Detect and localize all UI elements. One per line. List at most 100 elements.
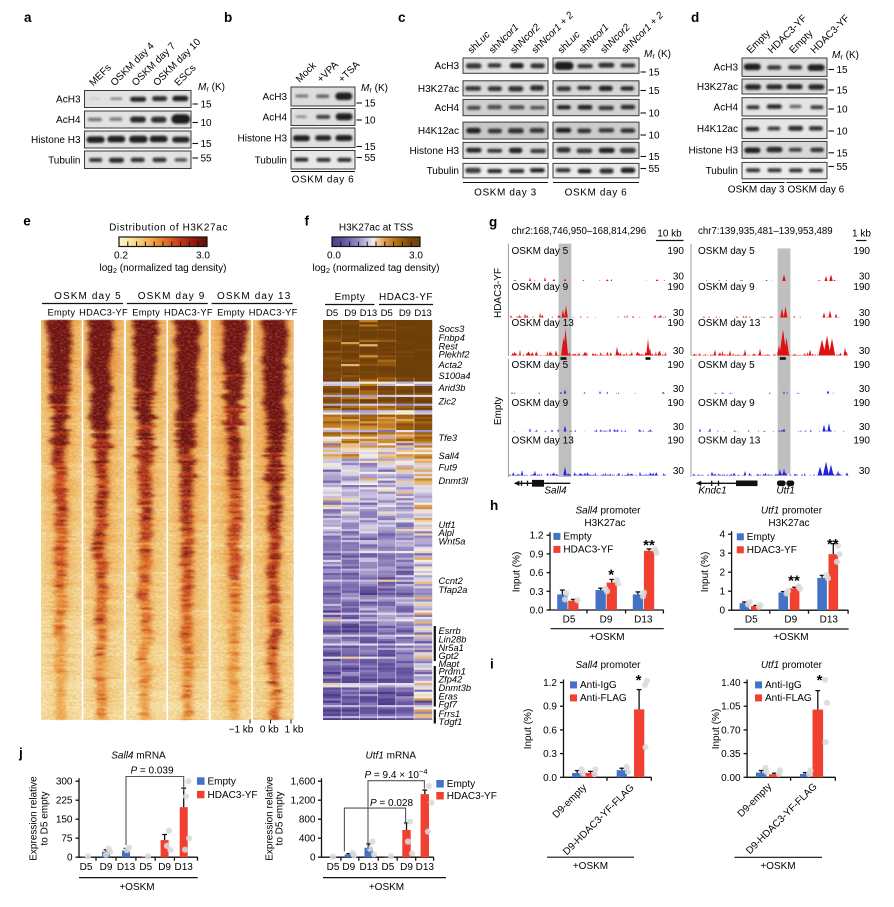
svg-text:0.3: 0.3 [530,587,544,598]
svg-text:OSKM day 3: OSKM day 3 [728,185,785,196]
svg-text:Anti-FLAG: Anti-FLAG [580,693,627,704]
svg-text:OSKM day 9: OSKM day 9 [512,282,569,293]
svg-text:OSKM day 3: OSKM day 3 [474,188,537,199]
svg-text:D9: D9 [784,615,797,626]
svg-text:30: 30 [673,466,685,477]
svg-text:Utf1 promoter: Utf1 promoter [761,660,823,671]
svg-text:0.3: 0.3 [543,749,557,760]
svg-text:Utf1 mRNA: Utf1 mRNA [366,751,417,762]
svg-text:0.6: 0.6 [543,725,557,736]
svg-text:1: 1 [720,587,726,598]
svg-text:55: 55 [365,153,377,164]
svg-text:190: 190 [667,246,684,257]
svg-text:Tdgf1: Tdgf1 [439,717,463,727]
svg-text:Distribution of H3K27ac: Distribution of H3K27ac [109,223,228,234]
svg-text:Mapt: Mapt [439,659,460,669]
svg-text:Input (%): Input (%) [711,709,722,750]
svg-text:0: 0 [310,853,316,864]
svg-text:Sall4 promoter: Sall4 promoter [575,660,641,671]
svg-text:Mr (K): Mr (K) [198,82,225,94]
svg-text:0.0: 0.0 [543,773,557,784]
svg-text:Zic2: Zic2 [438,397,457,407]
svg-text:15: 15 [649,86,661,97]
svg-text:10: 10 [365,116,377,127]
svg-text:Sall4: Sall4 [439,451,460,461]
svg-text:30: 30 [673,346,685,357]
svg-text:1.2: 1.2 [543,678,557,689]
svg-text:Empty: Empty [217,308,245,318]
svg-text:190: 190 [853,360,870,371]
svg-text:Input (%): Input (%) [523,709,534,750]
svg-text:e: e [23,213,31,228]
svg-text:Dnmt3b: Dnmt3b [439,683,472,693]
svg-text:Expression relative: Expression relative [264,776,275,861]
svg-text:j: j [18,746,23,761]
svg-text:30: 30 [673,272,685,283]
svg-text:55: 55 [837,162,849,173]
svg-text:30: 30 [673,422,685,433]
svg-text:10: 10 [837,127,849,138]
svg-text:Mr (K): Mr (K) [644,49,671,61]
svg-text:30: 30 [859,422,871,433]
svg-text:H3K27ac: H3K27ac [584,518,625,529]
svg-text:Histone H3: Histone H3 [238,133,288,144]
svg-text:to D5 empty: to D5 empty [275,792,286,846]
svg-text:D13: D13 [820,615,839,626]
svg-text:0.0: 0.0 [530,606,544,617]
svg-text:Arid3b: Arid3b [438,383,466,393]
svg-text:Utf1: Utf1 [439,520,456,530]
svg-text:Anti-IgG: Anti-IgG [765,680,802,691]
svg-text:190: 190 [667,318,684,329]
svg-text:Tubulin: Tubulin [48,155,80,166]
svg-text:0.70: 0.70 [721,725,741,736]
svg-text:H3K27ac: H3K27ac [418,84,459,95]
svg-text:Utf1 promoter: Utf1 promoter [761,506,823,517]
svg-text:0.9: 0.9 [543,702,557,713]
svg-text:0.6: 0.6 [530,568,544,579]
svg-text:HDAC3-YF: HDAC3-YF [379,292,433,303]
svg-text:Esrrb: Esrrb [439,626,461,636]
svg-text:0.0: 0.0 [327,251,341,262]
svg-text:**: ** [643,537,655,554]
svg-text:Tubulin: Tubulin [255,155,287,166]
svg-text:AcH4: AcH4 [56,115,81,126]
svg-text:AcH4: AcH4 [263,113,288,124]
svg-text:15: 15 [201,139,213,150]
svg-text:OSKM day 9: OSKM day 9 [698,282,755,293]
svg-text:Lin28b: Lin28b [439,635,467,645]
svg-text:0.00: 0.00 [721,773,741,784]
svg-text:S100a4: S100a4 [439,371,471,381]
svg-text:AcH3: AcH3 [263,92,288,103]
svg-text:1.40: 1.40 [721,678,741,689]
svg-text:D9: D9 [342,862,355,873]
svg-text:D13: D13 [416,862,435,873]
svg-text:Dnmt3l: Dnmt3l [439,476,469,486]
svg-text:3.0: 3.0 [196,251,210,262]
svg-text:10 kb: 10 kb [657,229,682,240]
svg-text:Tfe3: Tfe3 [439,433,458,443]
svg-text:55: 55 [201,154,213,165]
svg-text:Empty: Empty [132,308,160,318]
svg-text:a: a [24,10,32,25]
svg-text:b: b [224,10,232,25]
svg-text:+OSKM: +OSKM [573,861,608,872]
svg-text:D9: D9 [344,308,356,319]
svg-text:Empty: Empty [335,292,366,303]
svg-text:D5: D5 [745,615,758,626]
svg-text:0 kb: 0 kb [260,725,279,736]
svg-text:c: c [398,10,406,25]
svg-text:0: 0 [67,853,73,864]
svg-text:10: 10 [649,131,661,142]
svg-text:to D5 empty: to D5 empty [40,792,51,846]
svg-text:OSKM day 9: OSKM day 9 [698,398,755,409]
svg-text:1 kb: 1 kb [285,725,304,736]
svg-text:190: 190 [853,246,870,257]
svg-text:15: 15 [837,148,849,159]
svg-text:HDAC3-YF: HDAC3-YF [249,308,298,318]
svg-text:d: d [691,10,699,25]
svg-text:AcH3: AcH3 [435,61,460,72]
svg-text:log2 (normalized tag density): log2 (normalized tag density) [99,263,226,275]
svg-text:OSKM day 9: OSKM day 9 [512,398,569,409]
svg-text:Mr (K): Mr (K) [832,50,859,62]
svg-text:Sall4 mRNA: Sall4 mRNA [111,751,166,762]
